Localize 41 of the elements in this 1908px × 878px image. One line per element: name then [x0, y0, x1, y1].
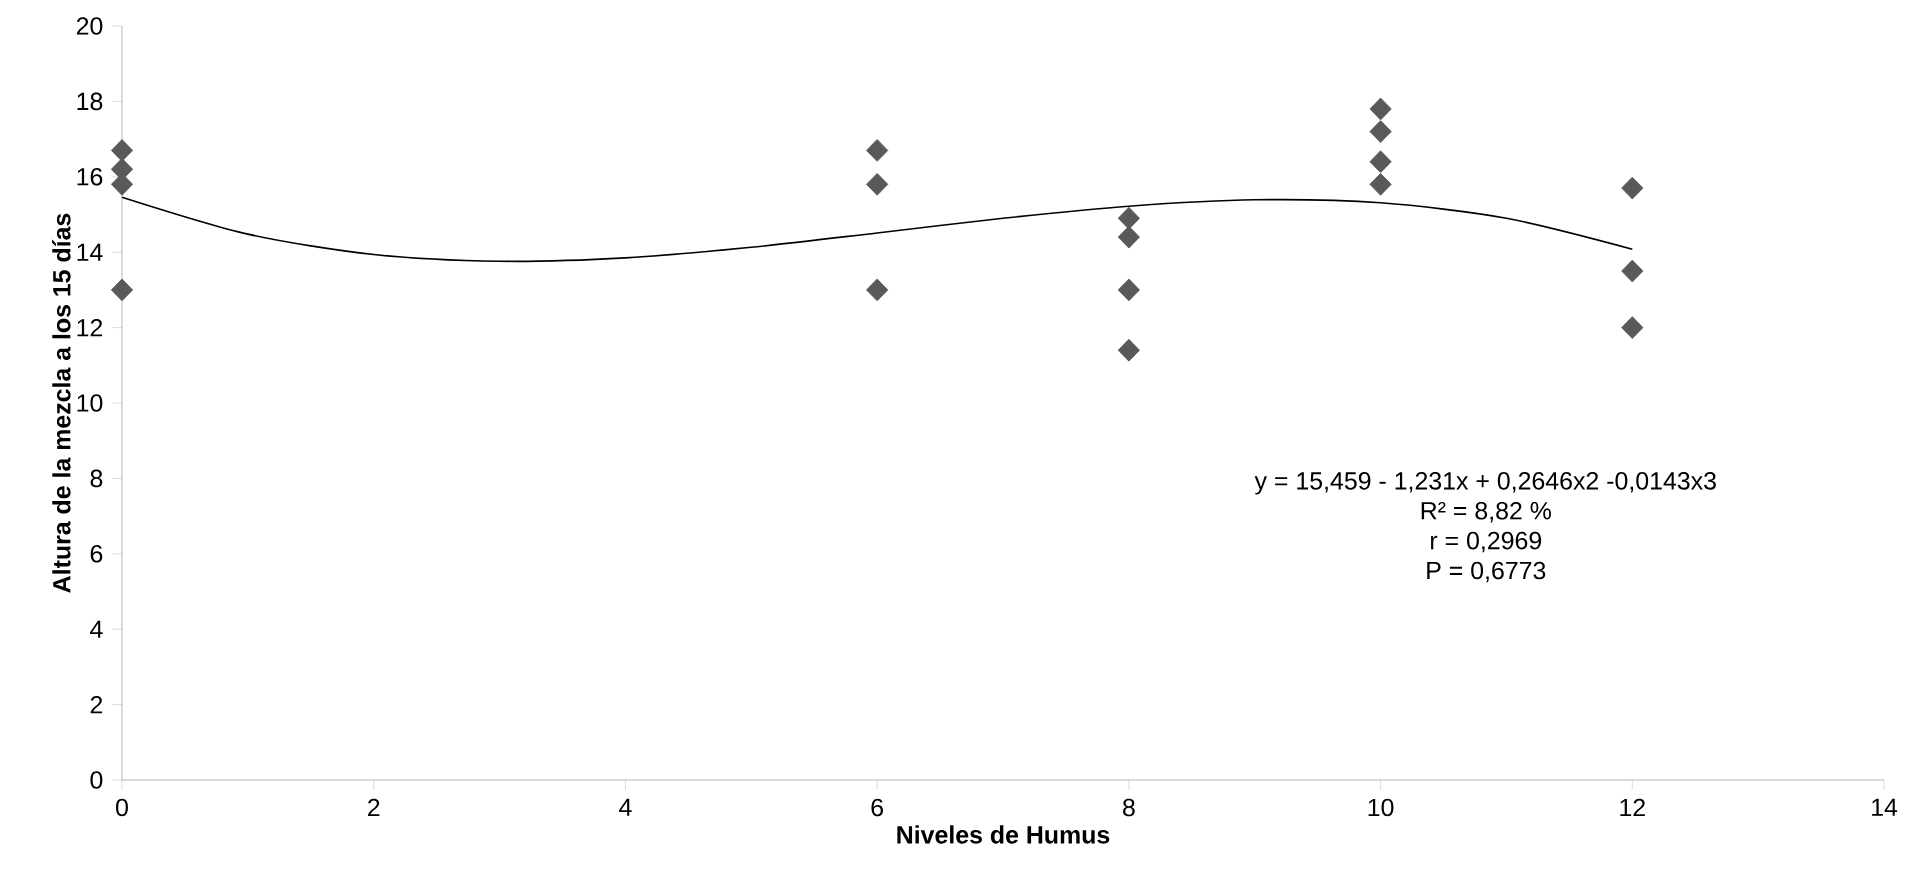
point — [1369, 120, 1392, 143]
y-tick-label: 12 — [77, 318, 103, 337]
annotation: r = 0,2969 — [1431, 531, 1542, 553]
x-tick-label: 14 — [1872, 798, 1898, 816]
y-tick-label: 6 — [90, 545, 103, 563]
y-tick-label: 10 — [77, 394, 103, 412]
point — [1117, 338, 1140, 362]
annotation: R² = 8,82 % — [1421, 501, 1551, 523]
y-axis-title: Altura de la mezcla a los 15 días — [52, 213, 71, 593]
point — [110, 139, 134, 162]
point — [110, 278, 134, 302]
point — [1369, 172, 1392, 196]
x-tick-label: 10 — [1368, 798, 1394, 817]
point — [866, 278, 889, 302]
y-tick-label: 16 — [77, 167, 103, 186]
point — [1369, 97, 1392, 121]
y-tick-label: 0 — [90, 771, 103, 789]
x-tick-label: 12 — [1620, 798, 1645, 817]
y-tick-label: 4 — [90, 620, 103, 638]
point — [866, 172, 889, 196]
point — [1117, 206, 1140, 230]
y-tick-label: 2 — [90, 695, 103, 714]
point — [1117, 225, 1140, 249]
x-tick-label: 2 — [368, 798, 380, 817]
point — [1621, 316, 1644, 339]
annotation: P = 0,6773 — [1427, 561, 1546, 583]
annotation: y = 15,459 - 1,231x + 0,2646x2 -0,0143x3 — [1254, 472, 1716, 495]
x-tick-label: 0 — [116, 798, 128, 817]
point — [1369, 150, 1392, 174]
point — [1621, 259, 1644, 283]
x-tick-label: 8 — [1123, 798, 1135, 817]
y-tick-label: 8 — [90, 469, 103, 488]
x-tick-label: 4 — [619, 798, 632, 816]
y-tick-label: 20 — [76, 17, 103, 35]
point — [1117, 278, 1140, 302]
x-axis-title: Niveles de Humus — [897, 825, 1110, 844]
point — [1621, 176, 1644, 200]
y-tick-label: 18 — [77, 92, 103, 111]
point — [866, 139, 889, 162]
x-tick-label: 6 — [871, 798, 883, 817]
y-tick-label: 14 — [77, 243, 103, 261]
